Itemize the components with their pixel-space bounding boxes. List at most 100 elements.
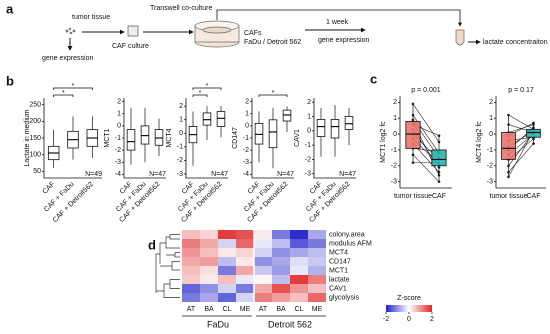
y-axis-label: Lactate in medium [24, 109, 31, 166]
box [140, 125, 150, 145]
y-tick-label: 1 [179, 117, 183, 124]
heatmap-cell [182, 248, 200, 257]
step-text: Transwell co-culture [150, 5, 212, 12]
heatmap-cell [308, 230, 326, 239]
tissue-icon [65, 27, 76, 35]
y-tick-label: 0 [393, 131, 397, 138]
column-label: CL [295, 306, 304, 313]
y-tick-label: 100 [29, 152, 41, 159]
row-label: glycolysis [329, 294, 359, 301]
y-tick-label: 200 [29, 118, 41, 125]
heatmap-cell [308, 239, 326, 248]
heatmap-cell [308, 257, 326, 266]
significance-bracket [192, 87, 222, 90]
box [431, 149, 447, 167]
heatmap-cell [290, 284, 308, 293]
heatmap-cell [218, 257, 236, 266]
heatmap-cell [200, 239, 218, 248]
heatmap-cell [218, 248, 236, 257]
y-tick-label: 1 [245, 111, 249, 118]
axis [123, 98, 166, 179]
y-tick-label: -1 [115, 135, 121, 142]
heatmap-cell [290, 266, 308, 275]
y-tick-label: -4 [115, 171, 121, 178]
colorbar-tick-label: -2 [383, 316, 389, 323]
heatmap-cell [290, 257, 308, 266]
significance-bracket [53, 94, 74, 97]
heatmap-cell [200, 257, 218, 266]
step-text: CAFs [244, 30, 262, 37]
x-tick-label: CAF [527, 193, 541, 200]
significance-label: * [62, 90, 65, 97]
axis [399, 96, 452, 189]
panel-label: c [370, 71, 377, 86]
column-label: BA [276, 306, 286, 313]
y-tick-label: 0 [489, 131, 493, 138]
flask-icon [127, 25, 139, 37]
box [202, 112, 212, 126]
heatmap-cell [236, 230, 254, 239]
heatmap-cell [236, 293, 254, 302]
panel-label: b [6, 73, 14, 88]
heatmap-cell [254, 248, 272, 257]
box [154, 129, 164, 146]
y-axis-label: CD147 [232, 127, 239, 149]
row-label: CD147 [329, 258, 351, 265]
step-text: gene expression [42, 55, 93, 62]
heatmap-cell [200, 284, 218, 293]
y-tick-label: 2 [117, 98, 121, 105]
column-label: CL [223, 306, 232, 313]
y-tick-label: -3 [115, 159, 121, 166]
y-tick-label: -2 [391, 163, 397, 170]
heatmap-cell [308, 284, 326, 293]
colorbar-title: Z-score [397, 295, 421, 302]
box [126, 129, 136, 151]
colorbar-tick-label: 0 [407, 316, 411, 323]
y-tick-label: -3 [177, 171, 183, 178]
heatmap-cell [254, 284, 272, 293]
heatmap-cell [218, 230, 236, 239]
y-tick-label: -2 [243, 147, 249, 154]
box [216, 111, 226, 127]
box [501, 132, 516, 160]
colorbar [386, 305, 432, 312]
box [330, 119, 340, 139]
y-tick-label: 1 [489, 115, 493, 122]
heatmap-cell [236, 248, 254, 257]
x-tick-label: CAF [432, 193, 446, 200]
heatmap-cell [254, 293, 272, 302]
heatmap-cell [218, 266, 236, 275]
y-tick-label: 0 [179, 130, 183, 137]
x-tick-label: CAF [42, 181, 57, 196]
tube-icon [455, 29, 465, 46]
significance-label: * [272, 90, 275, 97]
significance-bracket [258, 94, 288, 97]
panel-label: d [148, 237, 156, 252]
box [526, 128, 541, 138]
dendrogram [155, 234, 180, 298]
y-tick-label: 0 [117, 123, 121, 130]
heatmap-cell [182, 284, 200, 293]
heatmap-cell [272, 239, 290, 248]
heatmap-cell [182, 275, 200, 284]
heatmap-cell [182, 257, 200, 266]
y-tick-label: 150 [29, 135, 41, 142]
y-tick-label: 50 [33, 168, 41, 175]
n-label: N=47 [211, 171, 228, 178]
pair-line [508, 143, 534, 173]
n-label: N=49 [85, 171, 102, 178]
axis [43, 98, 102, 179]
significance-label: * [72, 83, 75, 90]
y-tick-label: 2 [245, 98, 249, 105]
heatmap-cell [290, 248, 308, 257]
y-axis-label: CAV1 [294, 129, 301, 147]
y-tick-label: 1 [307, 113, 311, 120]
y-tick-label: -2 [115, 147, 121, 154]
heatmap-cell [308, 266, 326, 275]
p-label: p = 0.001 [411, 87, 440, 94]
heatmap-cell [272, 257, 290, 266]
heatmap-cell [200, 275, 218, 284]
y-tick-label: 250 [29, 102, 41, 109]
heatmap-cell [236, 266, 254, 275]
